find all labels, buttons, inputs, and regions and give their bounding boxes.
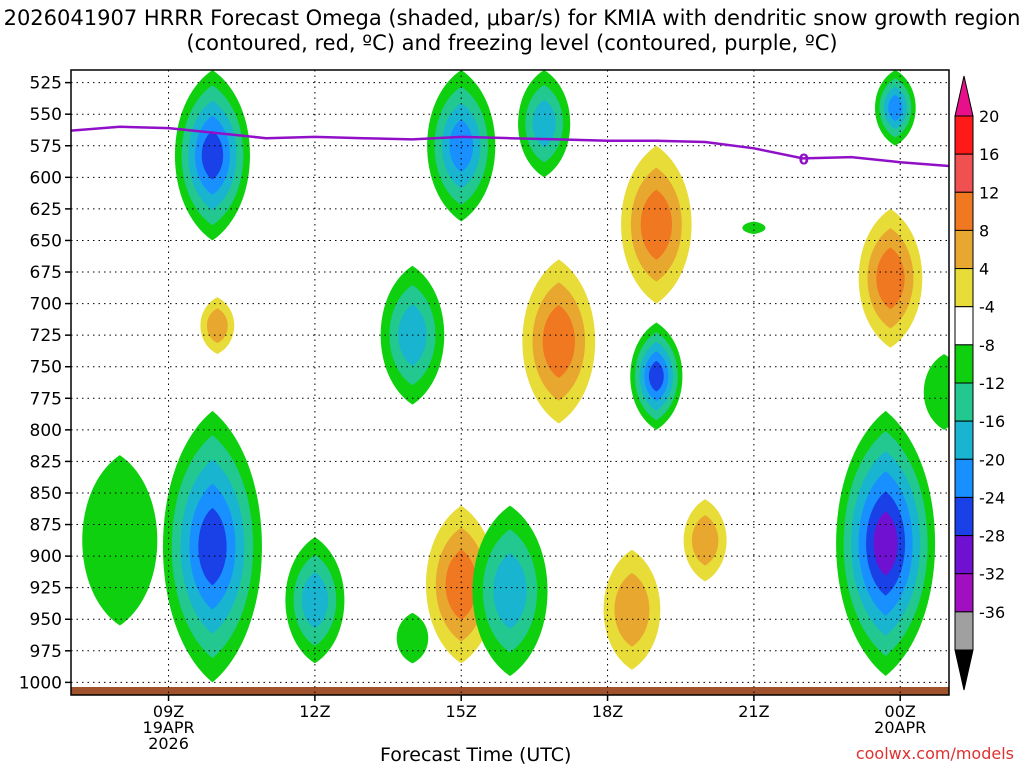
omega-contour-10-2 — [493, 552, 527, 629]
y-tick-label: 625 — [30, 200, 62, 220]
colorbar-over-arrow — [954, 75, 974, 117]
y-tick-label: 600 — [30, 168, 62, 188]
y-axis: 525 550 575 600 625 650 675 700 725 750 775 800 825 8… — [19, 74, 71, 693]
freezing-level-layer: 0 — [71, 125, 949, 168]
chart-title: 2026041907 HRRR Forecast Omega (shaded, … — [3, 6, 1021, 55]
colorbar-label: -4 — [979, 298, 995, 317]
colorbar-under-arrow — [954, 649, 974, 691]
colorbar-segment — [954, 535, 974, 575]
x-axis-title: Forecast Time (UTC) — [380, 744, 572, 766]
y-tick-label: 700 — [30, 295, 62, 315]
site-credit[interactable]: coolwx.com/models — [855, 744, 1014, 763]
y-tick-label: 575 — [30, 137, 62, 157]
omega-contour-8-2 — [532, 99, 556, 148]
omega-contour-6-0 — [396, 612, 429, 664]
y-tick-label: 650 — [30, 231, 62, 251]
colorbar-segment — [954, 611, 974, 651]
y-tick-label: 825 — [30, 452, 62, 472]
colorbar-segment — [954, 382, 974, 422]
omega-contour-11-2 — [640, 189, 672, 260]
y-tick-label: 850 — [30, 484, 62, 504]
x-tick-label: 21Z — [738, 702, 769, 721]
omega-field — [82, 70, 949, 683]
y-tick-label: 950 — [30, 610, 62, 630]
colorbar-label: 12 — [979, 183, 999, 202]
x-tick-label: 18Z — [592, 702, 623, 721]
x-tick-date: 20APR — [874, 718, 926, 737]
ground-surface — [71, 687, 949, 695]
colorbar-label: 20 — [979, 107, 999, 126]
y-tick-label: 550 — [30, 105, 62, 125]
colorbar-label: 16 — [979, 145, 999, 164]
plot-frame — [70, 69, 950, 696]
y-tick-label: 775 — [30, 389, 62, 409]
omega-contour-4-2 — [301, 572, 329, 629]
y-tick-label: 725 — [30, 326, 62, 346]
y-tick-label: 925 — [30, 579, 62, 599]
colorbar: 20 16 12 8 4 -4 -8 -12 -16 -20 -24 -28 -32 -36 — [954, 75, 1005, 691]
y-tick-label: 750 — [30, 358, 62, 378]
y-tick-label: 525 — [30, 74, 62, 94]
y-tick-label: 800 — [30, 421, 62, 441]
colorbar-label: -36 — [979, 603, 1005, 622]
x-tick-label: 00Z — [885, 702, 916, 721]
colorbar-label: -12 — [979, 374, 1005, 393]
omega-contour-19-0 — [742, 221, 766, 235]
colorbar-segment — [954, 496, 974, 537]
colorbar-label: 4 — [979, 260, 989, 279]
omega-contour-3-0 — [82, 455, 158, 626]
y-tick-label: 1000 — [19, 673, 62, 693]
omega-contour-0-4 — [201, 130, 224, 180]
x-tick-label: 09Z — [153, 702, 184, 721]
omega-contour-7-3 — [449, 119, 474, 173]
y-tick-label: 875 — [30, 516, 62, 536]
omega-contour-9-2 — [445, 549, 477, 620]
freezing-level-line — [71, 125, 949, 168]
omega-contour-15-1 — [691, 515, 719, 566]
omega-contour-13-4 — [648, 360, 664, 392]
omega-contour-17-2 — [876, 247, 905, 310]
x-tick-label: 15Z — [446, 702, 477, 721]
colorbar-segment — [954, 229, 974, 270]
colorbar-label: -28 — [979, 527, 1005, 546]
colorbar-segment — [954, 344, 974, 384]
omega-contour-12-2 — [542, 304, 575, 378]
x-tick-year: 2026 — [148, 734, 189, 753]
colorbar-label: -20 — [979, 450, 1005, 469]
freezing-level-label: 0 — [799, 150, 809, 168]
colorbar-label: -32 — [979, 565, 1005, 584]
x-tick-label: 12Z — [299, 702, 330, 721]
colorbar-segment — [954, 115, 974, 155]
colorbar-segment — [954, 153, 974, 193]
grid — [71, 70, 949, 695]
colorbar-segment — [954, 191, 974, 231]
y-tick-label: 900 — [30, 547, 62, 567]
x-tick-date: 19APR — [143, 718, 195, 737]
colorbar-segment — [954, 420, 974, 460]
colorbar-segment — [954, 458, 974, 498]
colorbar-segment — [954, 306, 974, 346]
y-tick-label: 675 — [30, 263, 62, 283]
colorbar-label: -16 — [979, 412, 1005, 431]
colorbar-label: -8 — [979, 336, 995, 355]
colorbar-segment — [954, 268, 974, 308]
y-tick-label: 975 — [30, 642, 62, 662]
colorbar-segment — [954, 573, 974, 613]
omega-contour-18-5 — [873, 511, 898, 576]
colorbar-label: -24 — [979, 488, 1005, 507]
omega-contour-14-1 — [614, 572, 650, 647]
omega-contour-20-0 — [923, 354, 949, 430]
colorbar-label: 8 — [979, 221, 989, 240]
omega-contour-2-1 — [206, 308, 228, 344]
omega-contour-1-4 — [198, 507, 227, 586]
